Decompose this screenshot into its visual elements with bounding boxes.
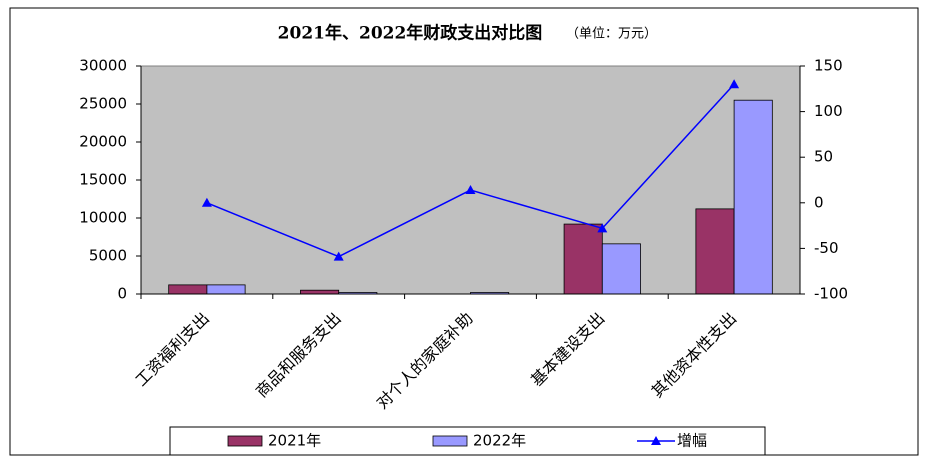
bar bbox=[300, 289, 340, 295]
legend-label: 2022年 bbox=[473, 432, 526, 450]
line-marker bbox=[729, 79, 740, 89]
y2-tick-label: -100 bbox=[814, 285, 848, 303]
line-marker bbox=[333, 251, 344, 261]
y2-tick-label: 150 bbox=[814, 57, 843, 75]
legend-marker bbox=[651, 436, 661, 445]
bar bbox=[695, 208, 735, 295]
y-tick-label: 30000 bbox=[79, 57, 127, 75]
bar bbox=[601, 243, 641, 295]
bar bbox=[168, 284, 208, 295]
y-tick-label: 5000 bbox=[89, 247, 127, 265]
legend-swatch bbox=[227, 435, 263, 447]
legend-label: 增幅 bbox=[677, 432, 707, 450]
legend-label: 2021年 bbox=[268, 432, 321, 450]
line-marker bbox=[201, 197, 212, 207]
y2-tick-label: -50 bbox=[814, 239, 839, 257]
y-tick-label: 0 bbox=[117, 285, 127, 303]
y-tick-label: 25000 bbox=[79, 95, 127, 113]
y-tick-label: 15000 bbox=[79, 171, 127, 189]
y-tick-label: 10000 bbox=[79, 209, 127, 227]
bar bbox=[563, 223, 603, 295]
chart-subtitle: （单位：万元） bbox=[566, 27, 657, 42]
legend-swatch bbox=[432, 435, 468, 447]
line-marker bbox=[465, 185, 476, 195]
y-tick-label: 20000 bbox=[79, 133, 127, 151]
bar bbox=[206, 284, 246, 295]
line-marker bbox=[597, 223, 608, 233]
y2-tick-label: 100 bbox=[814, 102, 843, 120]
y2-tick-label: 50 bbox=[814, 148, 833, 166]
chart-title: 2021年、2022年财政支出对比图 bbox=[278, 23, 543, 44]
bar bbox=[733, 99, 773, 295]
y2-tick-label: 0 bbox=[814, 193, 824, 211]
plot-area bbox=[140, 65, 801, 295]
